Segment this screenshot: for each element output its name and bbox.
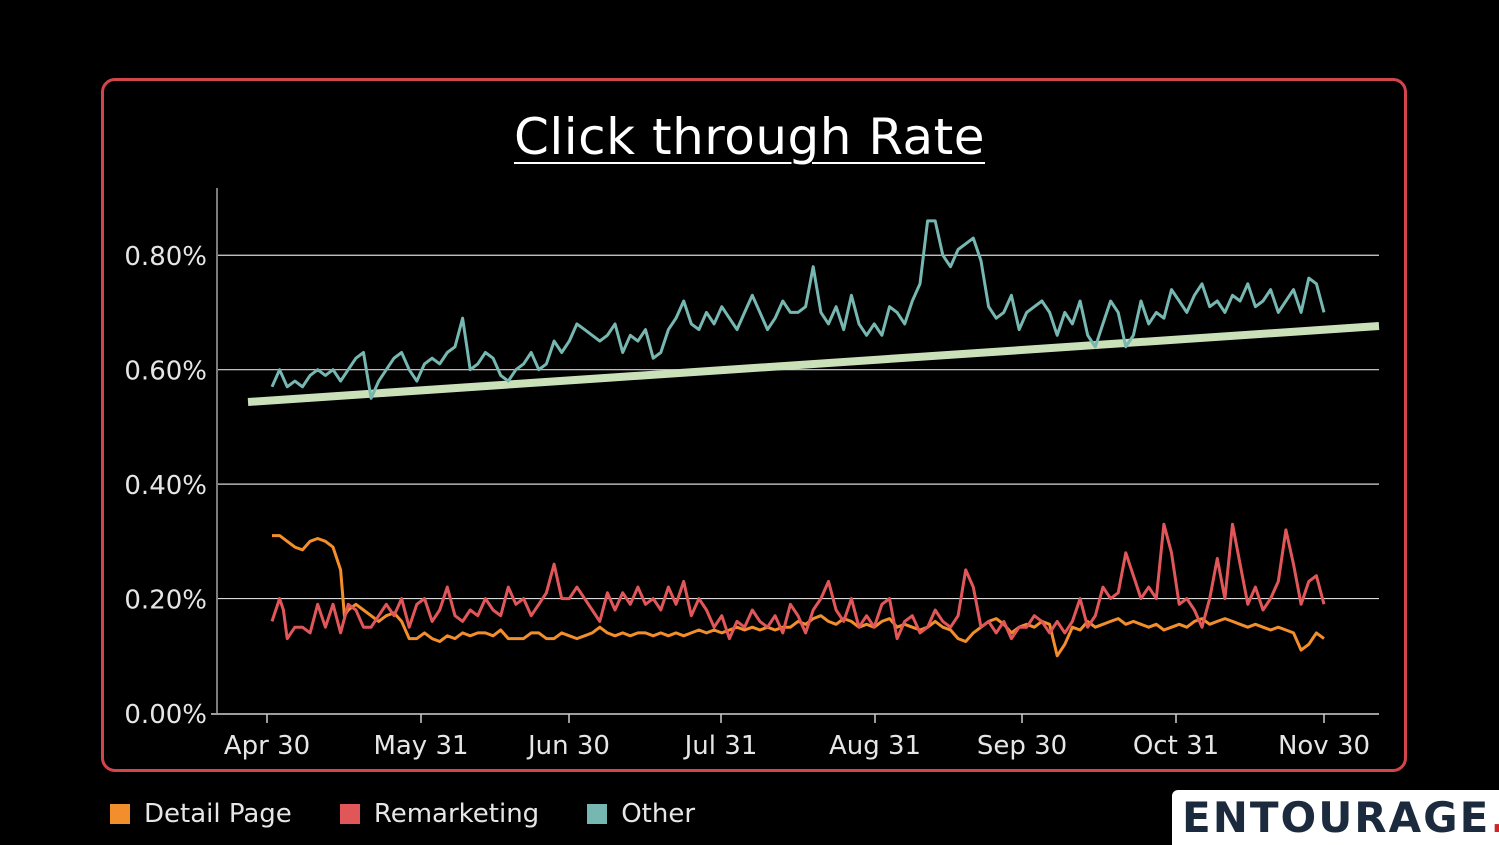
y-tick-label: 0.00%	[124, 700, 207, 730]
x-tick-label: Apr 30	[224, 731, 310, 761]
logo-wordmark: ENTOURAGE	[1182, 793, 1491, 842]
legend-label-other: Other	[621, 799, 696, 829]
y-tick-label: 0.20%	[124, 586, 207, 616]
x-tick-label: Jun 30	[526, 731, 610, 761]
legend-item-remarketing[interactable]: Remarketing	[339, 799, 540, 829]
series-layer	[270, 219, 1326, 658]
legend-swatch-other	[587, 804, 608, 824]
series-line-detail-page	[272, 534, 1325, 658]
trendline	[247, 322, 1380, 406]
x-tick-label: Aug 31	[829, 731, 921, 761]
legend: Detail Page Remarketing Other	[110, 796, 743, 832]
axes	[211, 188, 1379, 715]
legend-swatch-detail-page	[110, 804, 130, 824]
y-tick-label: 0.40%	[124, 471, 207, 501]
legend-item-detail-page[interactable]: Detail Page	[110, 799, 292, 829]
x-axis-ticks: Apr 30 May 31 Jun 30 Jul 31 Aug 31 Sep 30 Oct …	[224, 714, 1370, 761]
logo-dot: .	[1490, 793, 1499, 842]
trendline-layer	[247, 322, 1380, 406]
series-line-other	[270, 219, 1326, 400]
x-tick-label: Jul 31	[683, 731, 758, 761]
legend-label-detail-page: Detail Page	[144, 799, 292, 829]
legend-label-remarketing: Remarketing	[373, 799, 540, 829]
entourage-logo: ENTOURAGE.	[1172, 790, 1499, 845]
x-tick-label: Nov 30	[1278, 731, 1370, 761]
gridlines	[218, 254, 1379, 600]
y-axis-ticks: 0.00% 0.20% 0.40% 0.60% 0.80%	[124, 242, 207, 730]
x-tick-label: Sep 30	[977, 731, 1067, 761]
chart-title: Click through Rate	[513, 108, 986, 166]
chart-frame	[101, 78, 1407, 772]
x-tick-label: May 31	[373, 731, 468, 761]
legend-swatch-remarketing	[339, 804, 360, 824]
legend-item-other[interactable]: Other	[587, 799, 695, 829]
x-tick-label: Oct 31	[1133, 731, 1219, 761]
y-tick-label: 0.60%	[124, 357, 207, 387]
y-tick-label: 0.80%	[124, 242, 207, 272]
series-line-remarketing	[270, 522, 1326, 641]
